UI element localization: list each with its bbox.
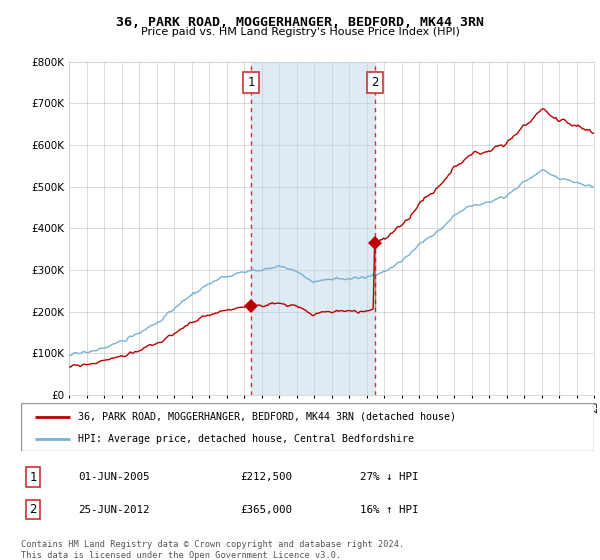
Text: Contains HM Land Registry data © Crown copyright and database right 2024.
This d: Contains HM Land Registry data © Crown c… <box>21 540 404 560</box>
Text: HPI: Average price, detached house, Central Bedfordshire: HPI: Average price, detached house, Cent… <box>79 434 415 444</box>
Text: 1: 1 <box>248 76 255 89</box>
Text: £365,000: £365,000 <box>240 505 292 515</box>
Text: 36, PARK ROAD, MOGGERHANGER, BEDFORD, MK44 3RN: 36, PARK ROAD, MOGGERHANGER, BEDFORD, MK… <box>116 16 484 29</box>
Text: 25-JUN-2012: 25-JUN-2012 <box>78 505 149 515</box>
Text: Price paid vs. HM Land Registry's House Price Index (HPI): Price paid vs. HM Land Registry's House … <box>140 27 460 37</box>
Text: 1: 1 <box>29 470 37 484</box>
Bar <box>251 62 375 395</box>
Text: £212,500: £212,500 <box>240 472 292 482</box>
Text: 2: 2 <box>371 76 379 89</box>
Text: 2: 2 <box>29 503 37 516</box>
Text: 36, PARK ROAD, MOGGERHANGER, BEDFORD, MK44 3RN (detached house): 36, PARK ROAD, MOGGERHANGER, BEDFORD, MK… <box>79 412 457 422</box>
Text: 16% ↑ HPI: 16% ↑ HPI <box>360 505 419 515</box>
Text: 01-JUN-2005: 01-JUN-2005 <box>78 472 149 482</box>
Text: 27% ↓ HPI: 27% ↓ HPI <box>360 472 419 482</box>
